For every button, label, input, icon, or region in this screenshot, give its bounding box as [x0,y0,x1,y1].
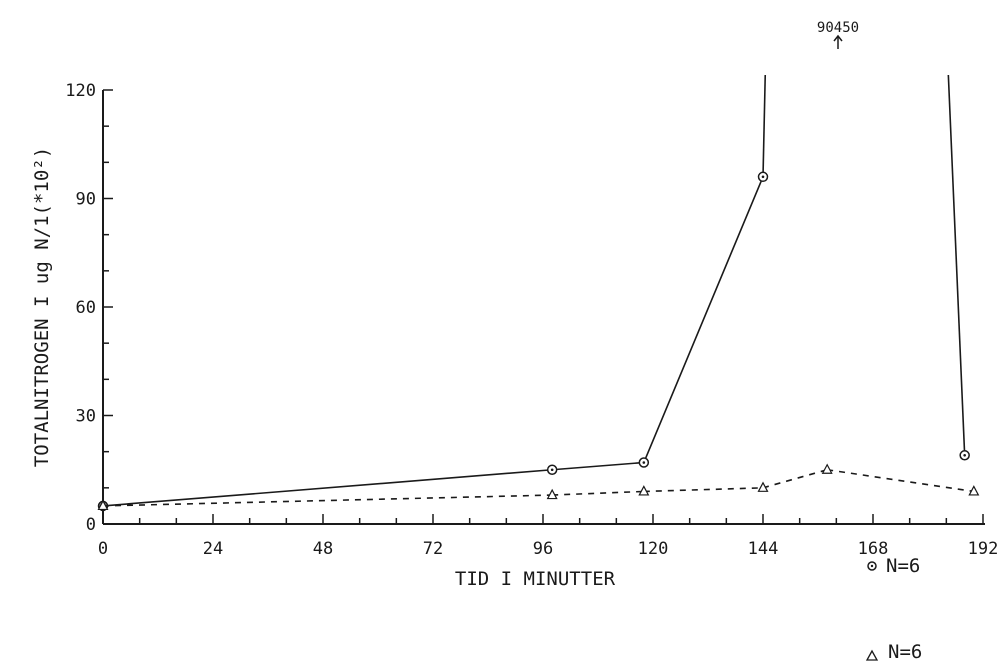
legend-circle-marker-dot [870,564,874,568]
data-point [97,499,109,511]
series-line-segment [643,487,764,493]
data-point-dot [550,468,554,472]
legend-triangle-marker [865,649,879,661]
data-point-dot [761,175,765,179]
series-line-segment [552,490,644,496]
y-tick-label: 60 [76,298,96,318]
series-line-segment [947,74,966,456]
offscale-annotation: 90450 [817,20,859,49]
series-line-segment [827,468,974,493]
legend-circle-marker [867,561,877,571]
series-line-segment [102,468,553,507]
x-tick-label: 192 [968,539,999,559]
data-point-dot [642,461,646,464]
x-tick-label: 24 [203,539,223,559]
legend-label-triangle: N=6 [888,641,922,663]
data-point [638,485,650,496]
data-point [968,485,980,496]
data-point [546,488,558,500]
legend-item-triangle: N=6 [865,641,922,663]
y-tick-label: 90 [76,190,96,210]
y-tick-label: 30 [76,407,96,427]
x-tick-label: 120 [638,539,669,559]
x-tick-label: 72 [423,539,443,559]
x-axis-label: TID I MINUTTER [455,568,616,590]
data-point [757,481,769,492]
x-tick-label: 0 [98,539,108,559]
y-tick-label: 120 [65,81,96,101]
legend-label-circle: N=6 [886,555,920,577]
series-layer [97,74,980,512]
y-axis: 0 30 60 90 120 [65,81,113,535]
series-line-segment [762,468,828,489]
offscale-value: 90450 [817,20,859,36]
series-circle [97,74,970,512]
x-tick-label: 144 [748,539,779,559]
series-line-segment [643,176,764,463]
y-tick-label: 0 [86,515,96,535]
x-tick-label: 168 [858,539,889,559]
series-triangle [97,463,980,511]
series-line-segment [552,461,644,471]
series-line-segment [762,74,767,177]
data-point [821,463,833,474]
up-arrow-icon [833,34,843,49]
series-line-segment [102,494,553,507]
data-point-dot [963,453,966,457]
legend-item-circle: N=6 [867,555,920,577]
legend: N=6 N=6 [865,555,922,663]
x-tick-label: 48 [313,539,333,559]
x-tick-label: 96 [533,539,553,559]
x-axis: 0 24 48 72 96 120 144 168 192 [98,514,998,559]
y-axis-label: TOTALNITROGEN I ug N/1(*10²) [31,147,53,467]
